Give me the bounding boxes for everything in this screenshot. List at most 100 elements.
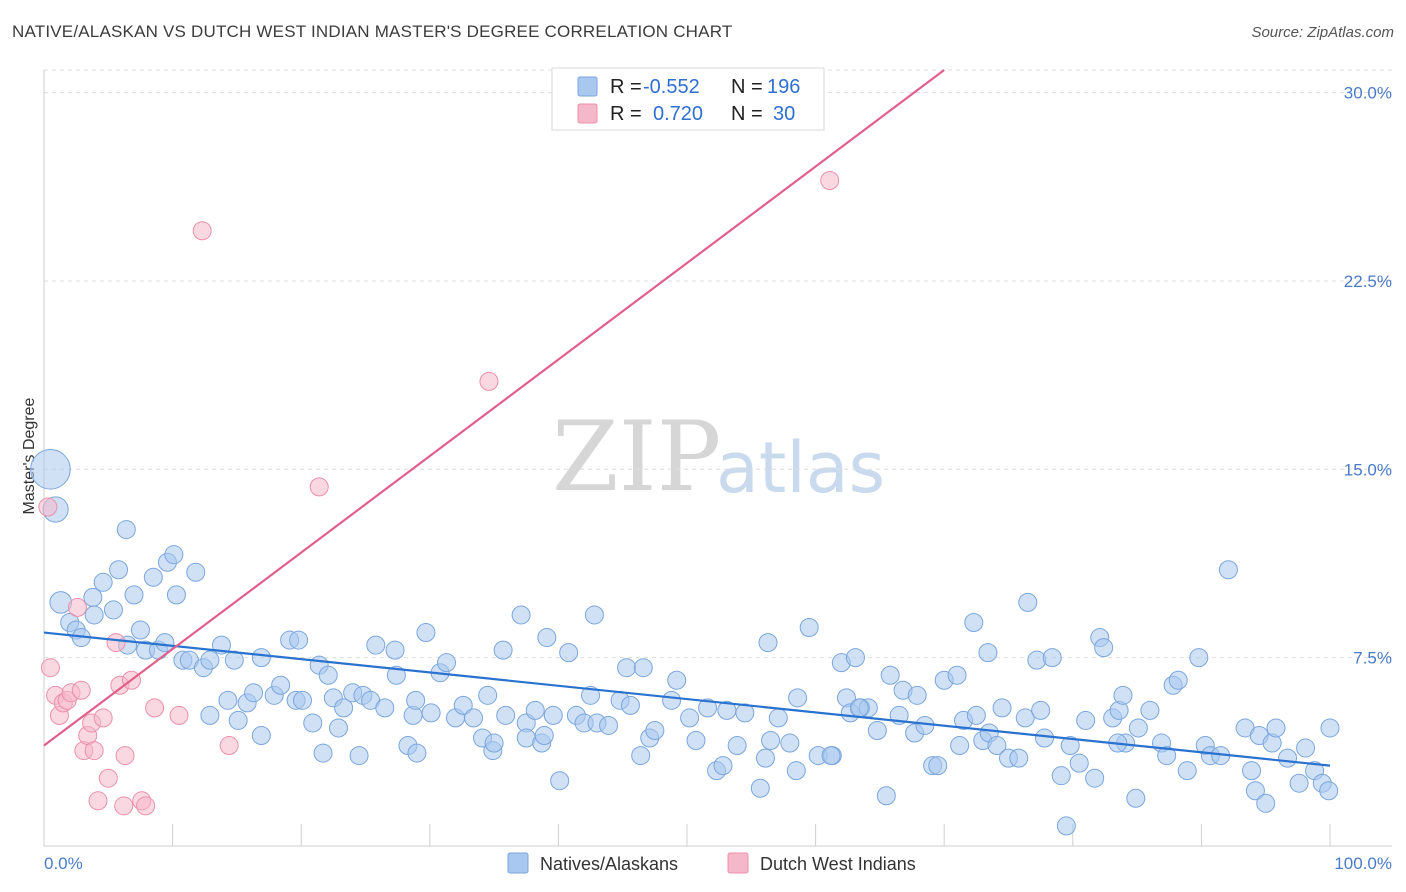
point-natives-alaskans [928, 756, 948, 776]
legend-r-value-pink: 0.720 [653, 103, 703, 125]
point-dutch-west-indians [219, 736, 239, 756]
point-natives-alaskans [186, 562, 206, 582]
point-natives-alaskans [876, 786, 896, 806]
point-natives-alaskans [788, 688, 808, 708]
point-natives-alaskans [407, 743, 427, 763]
point-natives-alaskans [292, 690, 312, 710]
point-natives-alaskans [978, 643, 998, 663]
y-tick-label: 15.0% [1344, 460, 1392, 479]
point-natives-alaskans [511, 605, 531, 625]
point-natives-alaskans [84, 605, 104, 625]
point-natives-alaskans [633, 658, 653, 678]
point-natives-alaskans [537, 628, 557, 648]
point-natives-alaskans [534, 726, 554, 746]
point-dutch-west-indians [71, 680, 91, 700]
series-dutch-west-indians [38, 170, 840, 816]
point-natives-alaskans [1018, 592, 1038, 612]
point-natives-alaskans [1140, 700, 1160, 720]
point-natives-alaskans [143, 567, 163, 587]
point-dutch-west-indians [98, 768, 118, 788]
point-natives-alaskans [200, 650, 220, 670]
point-natives-alaskans [821, 746, 841, 766]
point-natives-alaskans [416, 623, 436, 643]
grid-lines [44, 69, 1392, 659]
chart-source: Source: ZipAtlas.com [1251, 24, 1394, 41]
point-natives-alaskans [761, 731, 781, 751]
point-natives-alaskans [880, 665, 900, 685]
point-natives-alaskans [437, 653, 457, 673]
point-natives-alaskans [1289, 773, 1309, 793]
point-natives-alaskans [130, 620, 150, 640]
point-natives-alaskans [1177, 761, 1197, 781]
point-natives-alaskans [271, 675, 291, 695]
point-natives-alaskans [1296, 738, 1316, 758]
point-natives-alaskans [907, 685, 927, 705]
point-natives-alaskans [244, 683, 264, 703]
point-natives-alaskans [1085, 768, 1105, 788]
point-natives-alaskans [550, 771, 570, 791]
point-natives-alaskans [758, 633, 778, 653]
legend-n-value-pink: 30 [773, 103, 795, 125]
point-natives-alaskans [1126, 788, 1146, 808]
point-natives-alaskans [228, 710, 248, 730]
point-dutch-west-indians [114, 796, 134, 816]
point-dutch-west-indians [88, 791, 108, 811]
point-natives-alaskans [303, 713, 323, 733]
point-natives-alaskans [525, 700, 545, 720]
point-natives-alaskans [1031, 700, 1051, 720]
point-natives-alaskans [83, 587, 103, 607]
point-natives-alaskans [1266, 718, 1286, 738]
bottom-legend-label-pink: Dutch West Indians [760, 854, 916, 874]
point-natives-alaskans [845, 648, 865, 668]
point-dutch-west-indians [40, 658, 60, 678]
point-natives-alaskans [386, 665, 406, 685]
point-natives-alaskans [464, 708, 484, 728]
point-natives-alaskans [493, 640, 513, 660]
correlation-legend: R = -0.552 N = 196 R = 0.720 N = 30 [551, 67, 825, 131]
legend-n-value-blue: 196 [767, 76, 800, 98]
point-natives-alaskans [617, 658, 637, 678]
point-natives-alaskans [49, 591, 73, 614]
point-natives-alaskans [1015, 708, 1035, 728]
point-natives-alaskans [1113, 685, 1133, 705]
point-natives-alaskans [1094, 638, 1114, 658]
point-natives-alaskans [849, 698, 869, 718]
chart-title: NATIVE/ALASKAN VS DUTCH WEST INDIAN MAST… [12, 22, 733, 41]
bottom-legend-swatch-pink [727, 852, 749, 874]
point-natives-alaskans [289, 630, 309, 650]
point-natives-alaskans [218, 690, 238, 710]
point-natives-alaskans [559, 643, 579, 663]
point-dutch-west-indians [84, 741, 104, 761]
bottom-legend-label-blue: Natives/Alaskans [540, 854, 678, 874]
point-natives-alaskans [987, 736, 1007, 756]
point-natives-alaskans [966, 705, 986, 725]
point-natives-alaskans [1319, 781, 1339, 801]
point-natives-alaskans [543, 705, 563, 725]
point-natives-alaskans [768, 708, 788, 728]
point-natives-alaskans [155, 633, 175, 653]
legend-r-label-blue: R = [610, 76, 642, 98]
point-natives-alaskans [1168, 670, 1188, 690]
point-natives-alaskans [93, 572, 113, 592]
x-tick-label-min: 0.0% [44, 854, 83, 873]
series-legend: Natives/Alaskans Dutch West Indians [507, 852, 916, 874]
point-natives-alaskans [631, 746, 651, 766]
legend-r-label-pink: R = [610, 103, 642, 125]
point-natives-alaskans [667, 670, 687, 690]
point-natives-alaskans [799, 618, 819, 638]
point-natives-alaskans [334, 698, 354, 718]
point-natives-alaskans [1009, 748, 1029, 768]
point-natives-alaskans [478, 685, 498, 705]
point-dutch-west-indians [309, 477, 329, 497]
y-axis-label: Master's Degree [21, 397, 38, 514]
point-natives-alaskans [251, 648, 271, 668]
point-natives-alaskans [950, 736, 970, 756]
point-natives-alaskans [1128, 718, 1148, 738]
point-natives-alaskans [164, 545, 184, 565]
point-natives-alaskans [318, 665, 338, 685]
point-natives-alaskans [200, 705, 220, 725]
legend-swatch-blue [577, 76, 598, 97]
trend-line-natives-alaskans [43, 631, 1331, 767]
point-natives-alaskans [755, 748, 775, 768]
